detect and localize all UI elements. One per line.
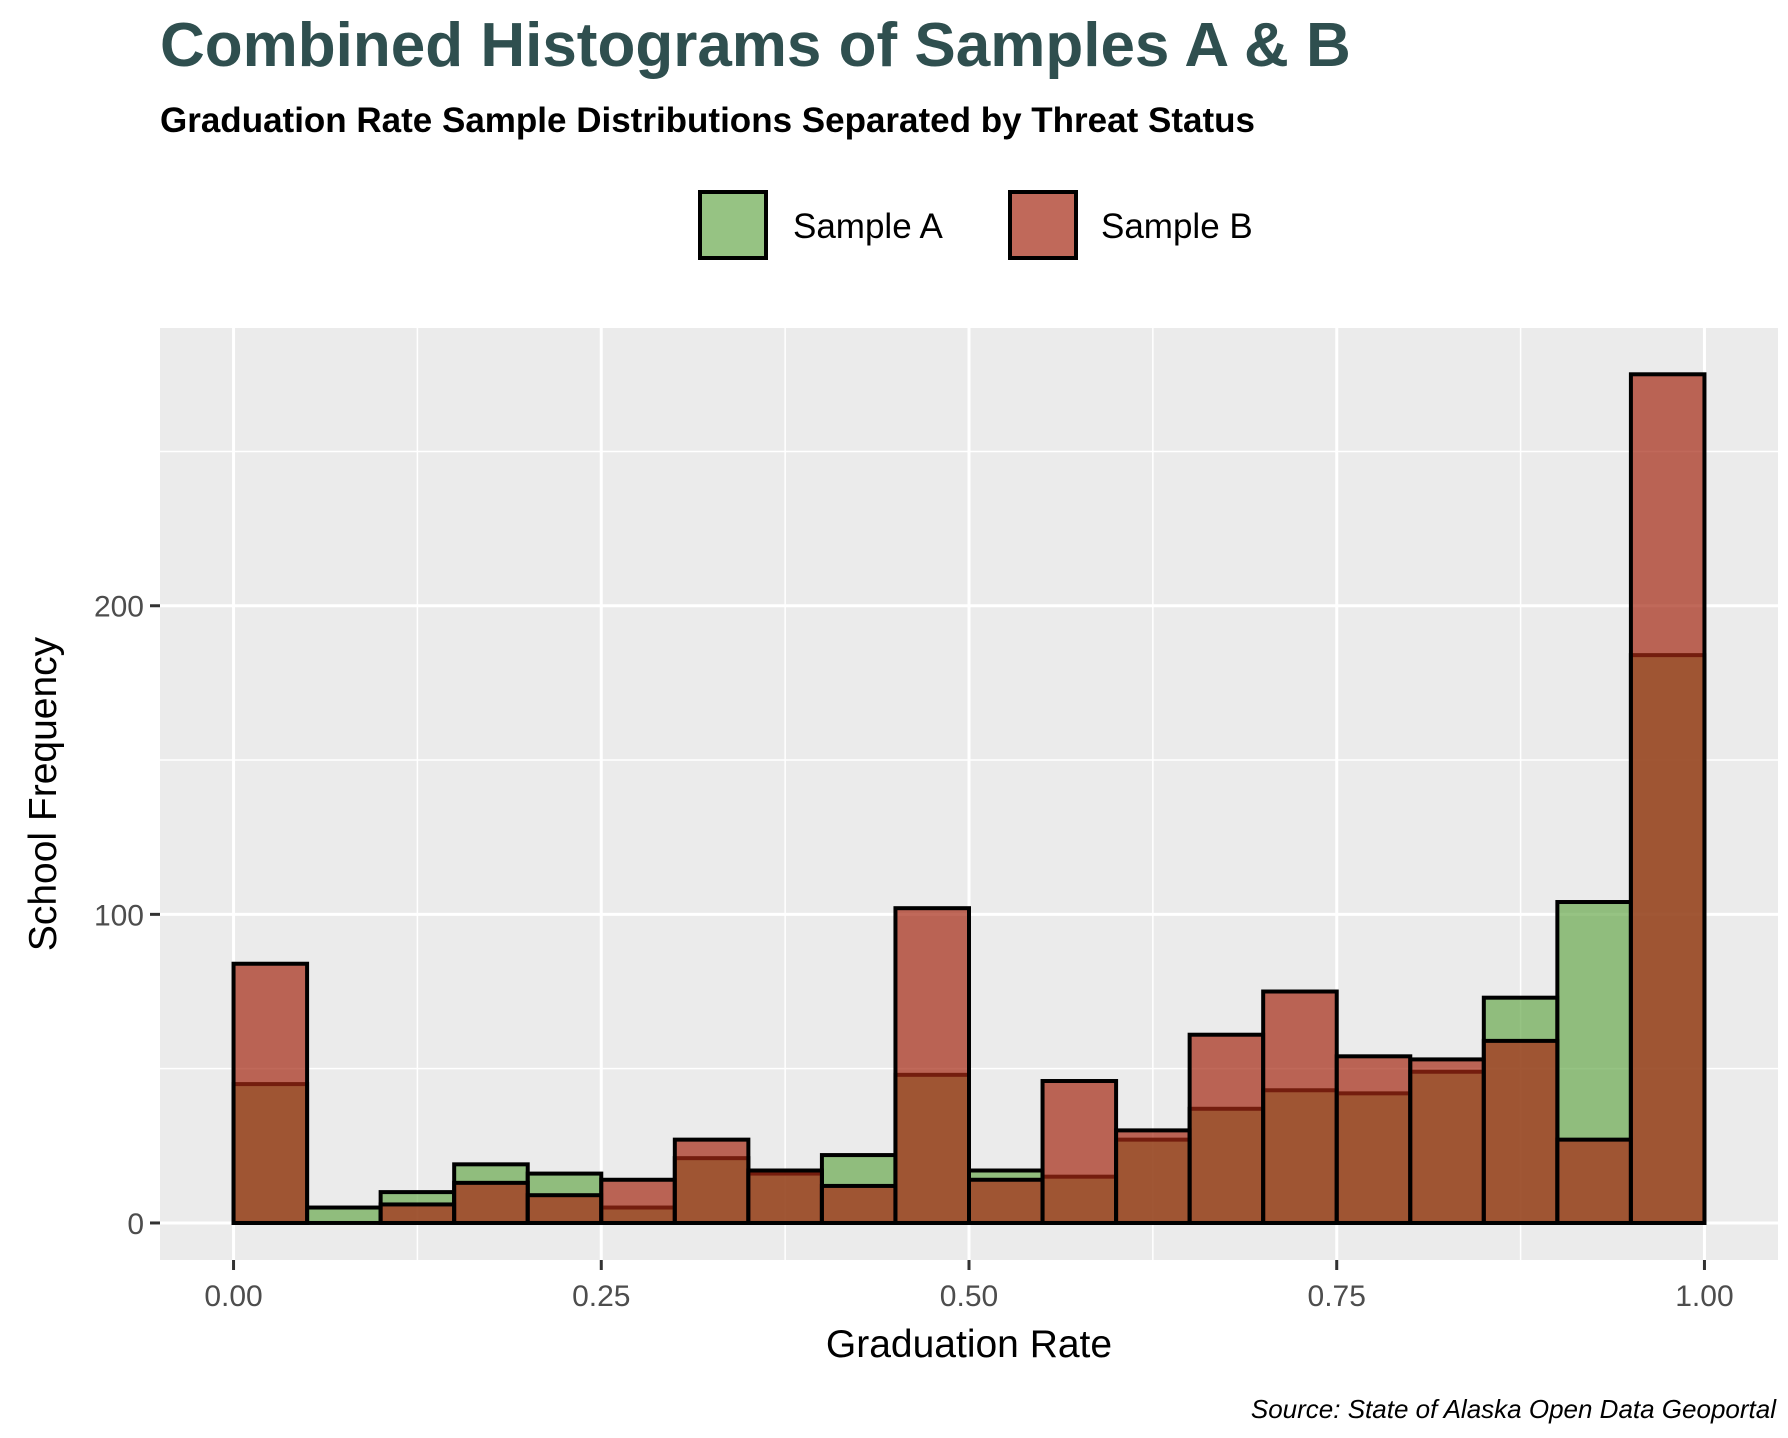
x-tick-label: 0.25 — [572, 1280, 630, 1313]
bar-sample-b-4 — [525, 1193, 604, 1225]
bar-sample-b-9 — [893, 906, 971, 1225]
bar-sample-b-13 — [1187, 1032, 1266, 1225]
legend: Sample A Sample B — [698, 190, 1253, 260]
axes: 0 100 200 0.00 0.25 0.50 0.75 1.00 — [94, 591, 1734, 1313]
y-tick-label: 200 — [94, 591, 144, 624]
bar-sample-b-5 — [599, 1177, 677, 1225]
y-tick-label: 0 — [127, 1208, 144, 1241]
chart-title: Combined Histograms of Samples A & B — [160, 11, 1351, 80]
bar-sample-b-14 — [1261, 989, 1339, 1225]
bars-sample-b — [231, 372, 1707, 1225]
bar-sample-b-3 — [452, 1180, 530, 1225]
x-tick-label: 1.00 — [1675, 1280, 1733, 1313]
y-tick-label: 100 — [94, 899, 144, 932]
x-tick-label: 0.75 — [1308, 1280, 1366, 1313]
bar-sample-b-12 — [1114, 1128, 1192, 1225]
bar-sample-a-1 — [305, 1205, 383, 1225]
bar-sample-b-19 — [1628, 372, 1707, 1225]
bar-sample-b-7 — [746, 1168, 824, 1225]
bar-sample-b-2 — [378, 1202, 457, 1225]
bar-sample-b-15 — [1334, 1054, 1413, 1225]
legend-key-sample-b — [1008, 190, 1078, 260]
legend-label-sample-a: Sample A — [793, 207, 943, 246]
bar-sample-b-11 — [1040, 1079, 1119, 1225]
x-tick-label: 0.00 — [204, 1280, 262, 1313]
bar-sample-b-18 — [1555, 1137, 1633, 1225]
legend-key-sample-a — [698, 190, 768, 260]
source-caption: Source: State of Alaska Open Data Geopor… — [1251, 1394, 1777, 1424]
bar-sample-b-6 — [672, 1137, 751, 1225]
x-tick-label: 0.50 — [940, 1280, 998, 1313]
y-axis-title: School Frequency — [22, 636, 65, 951]
legend-label-sample-b: Sample B — [1101, 207, 1253, 246]
bar-sample-b-16 — [1408, 1057, 1486, 1225]
x-axis-title: Graduation Rate — [826, 1323, 1112, 1366]
chart-subtitle: Graduation Rate Sample Distributions Sep… — [160, 101, 1255, 140]
bar-sample-b-10 — [967, 1177, 1045, 1225]
bar-sample-b-8 — [819, 1183, 898, 1225]
bar-sample-b-0 — [231, 961, 310, 1225]
bar-sample-b-17 — [1481, 1038, 1560, 1225]
